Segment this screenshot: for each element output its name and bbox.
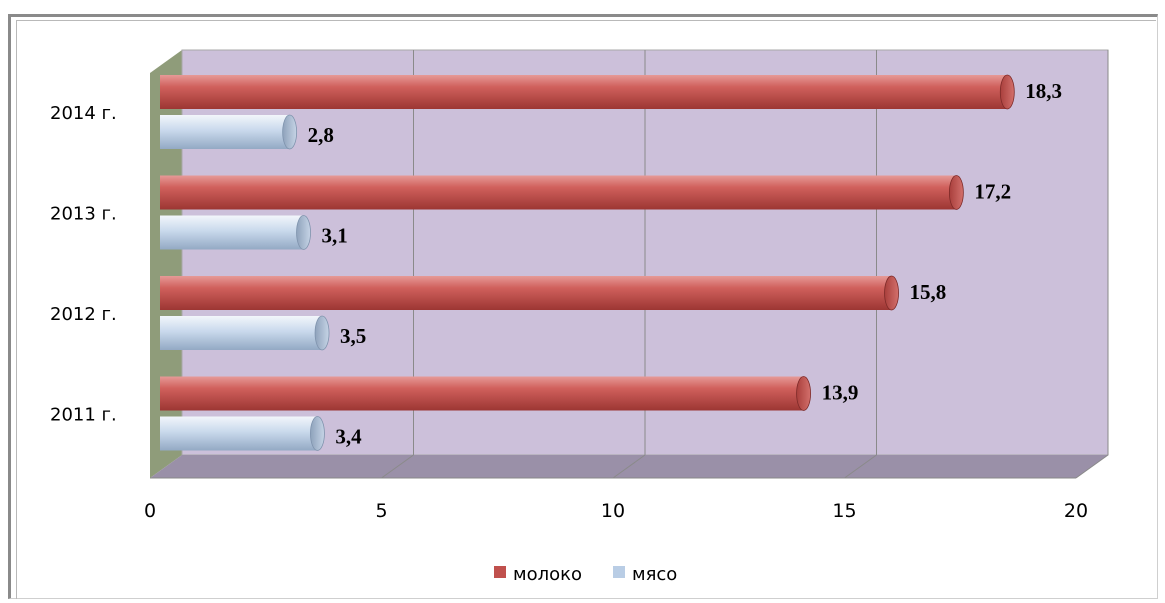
- category-label: 2014 г.: [50, 103, 117, 124]
- plot-side-wall: [150, 50, 182, 478]
- x-tick-label: 5: [375, 500, 387, 522]
- legend-swatch-meat: [613, 566, 625, 578]
- category-labels: 2011 г. 2012 г. 2013 г. 2014 г.: [50, 103, 117, 426]
- bar-meat: [160, 215, 304, 250]
- legend-label-meat: мясо: [632, 564, 677, 585]
- bars: [160, 74, 1015, 451]
- bar-cap-meat: [296, 215, 311, 250]
- x-tick-label: 20: [1064, 500, 1088, 522]
- category-label: 2012 г.: [50, 304, 117, 325]
- legend: молоко мясо: [494, 564, 677, 585]
- bar-cap-milk: [796, 376, 811, 411]
- bar-milk: [160, 75, 1008, 109]
- category-label: 2013 г.: [50, 204, 117, 225]
- gridline-floor: [844, 454, 877, 479]
- bar-milk: [160, 276, 892, 310]
- x-tick-label: 15: [832, 500, 856, 522]
- data-label-milk: 18,3: [1025, 79, 1062, 103]
- data-label-milk: 15,8: [910, 280, 947, 304]
- bar-meat: [160, 416, 318, 451]
- bar-meat: [160, 316, 323, 350]
- legend-label-milk: молоко: [513, 564, 582, 585]
- bar-cap-milk: [948, 175, 964, 210]
- legend-swatch-milk: [494, 566, 506, 578]
- data-label-meat: 3,5: [340, 324, 366, 348]
- gridline-floor: [1075, 454, 1109, 479]
- x-axis-ticks: 0 5 10 15 20: [144, 500, 1088, 522]
- data-label-meat: 3,4: [335, 425, 362, 449]
- bar-meat: [160, 115, 290, 149]
- bar-cap-milk: [884, 275, 899, 311]
- data-label-meat: 3,1: [322, 224, 348, 248]
- gridline-floor: [612, 454, 646, 479]
- bar-cap-milk: [999, 74, 1015, 110]
- x-tick-label: 10: [601, 500, 625, 522]
- data-label-milk: 13,9: [822, 381, 859, 405]
- data-label-meat: 2,8: [308, 123, 334, 147]
- gridline-floor: [381, 454, 414, 479]
- chart-frame: [16, 20, 1156, 599]
- bar-milk: [160, 175, 957, 210]
- value-labels: 13,9 3,4 15,8 3,5 17,2 3,1 18,3 2,8: [308, 79, 1062, 449]
- bar-milk: [160, 376, 804, 411]
- bar-cap-meat: [282, 114, 298, 150]
- x-tick-label: 0: [144, 500, 156, 522]
- category-label: 2011 г.: [50, 405, 117, 426]
- data-label-milk: 17,2: [974, 180, 1011, 204]
- outer-frame: [8, 14, 1158, 599]
- bar-cap-meat: [314, 315, 330, 351]
- bar-cap-meat: [310, 416, 325, 451]
